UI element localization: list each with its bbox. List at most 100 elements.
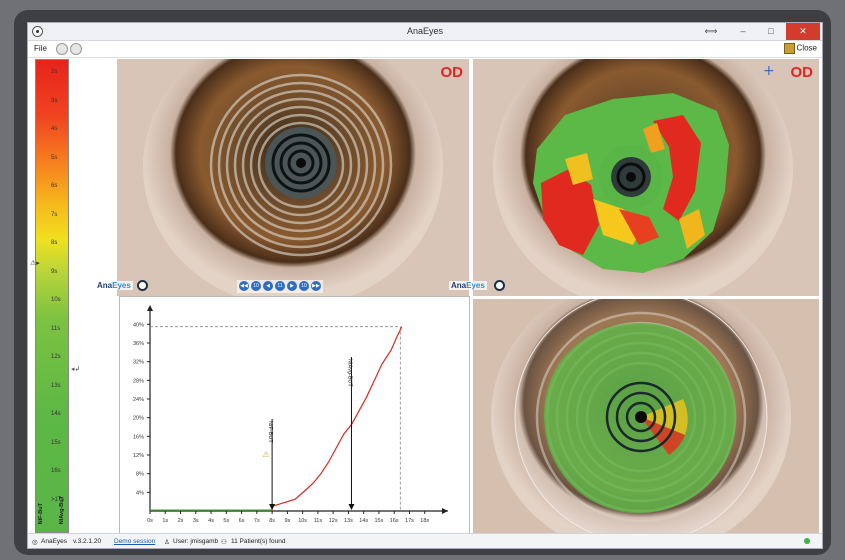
y-tick-label: 4% <box>136 490 144 496</box>
eye-image-placido[interactable]: OD <box>117 59 469 296</box>
placido-eye-svg <box>117 59 469 296</box>
x-tick-label: 13s <box>344 518 353 524</box>
x-tick-label: 2s <box>178 518 184 524</box>
bu-time-chart-pane: 0s 1s 2s 3s 4s 5s 6s 7s 8s 9s 10s 11s 12s 13s 14s 15s 16… <box>119 296 470 534</box>
scale-tick: 13s <box>51 382 61 389</box>
scale-gradient <box>36 60 68 532</box>
title-bar: AnaEyes ⟺ – □ ✕ <box>28 23 822 41</box>
scale-tick: 11s <box>51 325 61 332</box>
x-tick-label: 16s <box>390 518 399 524</box>
eye-image-heatmap[interactable]: + OD <box>473 59 819 296</box>
back-10-button[interactable]: 10 <box>251 281 261 291</box>
last-frame-button[interactable]: ▶▶ <box>311 281 321 291</box>
bu-time-chart: 0s 1s 2s 3s 4s 5s 6s 7s 8s 9s 10s 11s 12s 13s 14s 15s 16… <box>133 305 448 524</box>
logo-refresh-icon-1[interactable] <box>137 280 148 291</box>
x-tick-label: 7s <box>254 518 260 524</box>
resize-icon[interactable]: ⟺ <box>704 26 718 36</box>
x-tick-label: 9s <box>284 518 290 524</box>
heatmap-eye-svg: + <box>473 59 819 296</box>
next-frame-button[interactable]: ▶ <box>287 281 297 291</box>
scale-tick: 5s <box>51 154 58 161</box>
user-icon: ♙ <box>164 539 170 546</box>
x-tick-label: 12s <box>329 518 338 524</box>
x-tick-label: 11s <box>314 518 323 524</box>
file-menu[interactable]: File <box>34 44 47 53</box>
y-tick-label: 16% <box>133 434 144 440</box>
x-tick-label: 15s <box>375 518 384 524</box>
maximize-button[interactable]: □ <box>768 26 774 36</box>
scale-tick: 10s <box>51 297 61 304</box>
y-tick-label: 36% <box>133 341 144 347</box>
x-tick-label: 14s <box>359 518 368 524</box>
y-tick-label: 20% <box>133 416 144 422</box>
y-tick-label: 8% <box>136 472 144 478</box>
first-frame-button[interactable]: ◀◀ <box>239 281 249 291</box>
warning-icon: ⚠ <box>262 450 269 459</box>
x-axis-arrow <box>442 508 448 514</box>
prev-frame-button[interactable]: ◀ <box>263 281 273 291</box>
scale-tick: 15s <box>51 439 61 446</box>
scale-tick: 7s <box>51 211 58 218</box>
status-patients[interactable]: 11 Patient(s) found <box>231 538 286 545</box>
annotation-label: NIAvg-BUT <box>346 359 352 387</box>
anaeyes-logo-2: AnaEyes <box>449 281 487 290</box>
window-title: AnaEyes <box>406 26 444 36</box>
scale-tick: 12s <box>51 354 61 361</box>
x-tick-label: 4s <box>208 518 214 524</box>
print-icon[interactable] <box>70 43 82 55</box>
scale-tick: 2s <box>51 69 58 75</box>
y-tick-label: 12% <box>133 453 144 459</box>
warning-icon-scale: ⚠▸ <box>30 260 40 267</box>
x-tick-label: 10s <box>298 518 307 524</box>
x-tick-label: 3s <box>193 518 199 524</box>
y-tick-label: 28% <box>133 378 144 384</box>
forward-10-button[interactable]: 10 <box>299 281 309 291</box>
scale-tick: 6s <box>51 183 58 190</box>
anaeyes-logo-1: AnaEyes <box>95 281 133 290</box>
eye-image-sector-map[interactable] <box>473 299 819 534</box>
settings-icon[interactable] <box>56 43 68 55</box>
status-app-name: AnaEyes <box>41 538 68 545</box>
od-label-2: OD <box>790 64 814 81</box>
minimize-button[interactable]: – <box>740 26 746 36</box>
logo-refresh-icon-2[interactable] <box>494 280 505 291</box>
scale-tick: 8s <box>51 240 58 247</box>
scale-tick: 16s <box>51 468 61 475</box>
status-app-icon: ◎ <box>32 539 38 546</box>
close-session-button[interactable]: Close <box>783 43 817 54</box>
x-tick-label: 17s <box>405 518 414 524</box>
scale-left-label: NIF-BuT <box>38 502 44 524</box>
close-icon <box>783 43 795 54</box>
annotation-arrow <box>348 504 355 510</box>
close-window-button[interactable]: ✕ <box>786 23 820 40</box>
scale-tick: 3s <box>51 97 58 104</box>
od-label-1: OD <box>440 64 464 81</box>
x-tick-label: 0s <box>147 518 153 524</box>
x-tick-label: 6s <box>239 518 245 524</box>
x-tick-label: 18s <box>420 518 429 524</box>
pause-button[interactable]: 11 <box>275 281 285 291</box>
x-tick-label: 5s <box>223 518 229 524</box>
x-tick-label: 1s <box>162 518 168 524</box>
scale-tick: >17s <box>51 497 65 503</box>
sector-eye-svg <box>473 299 819 534</box>
scale-tick: 14s <box>51 411 61 418</box>
patients-icon: ⚇ <box>221 539 227 546</box>
svg-text:+: + <box>763 63 775 79</box>
y-axis-arrow <box>147 305 153 311</box>
scale-right-label: NIAvg-BuT <box>59 495 65 524</box>
scale-tick: 9s <box>51 268 58 275</box>
app-window: AnaEyes ⟺ – □ ✕ File Close 2s 3s 4s 5s 6s 7s 8… <box>27 22 823 549</box>
status-user: User: jmisgamb <box>173 538 219 545</box>
series-line <box>271 326 403 511</box>
status-bar: ◎ AnaEyes v.3.2.1.20 Demo session ♙ User… <box>28 533 822 548</box>
demo-session-link[interactable]: Demo session <box>114 538 156 545</box>
app-logo-icon <box>32 26 43 37</box>
connection-status-icon <box>804 538 810 544</box>
annotation-label: NIF-BUT <box>267 421 273 443</box>
menu-bar: File Close <box>28 41 822 58</box>
y-tick-label: 32% <box>133 360 144 366</box>
y-tick-label: 40% <box>133 322 144 328</box>
frame-navigation: ◀◀ 10 ◀ 11 ▶ 10 ▶▶ <box>237 280 323 293</box>
marker-arrow-icon: ◂↲ <box>71 366 81 373</box>
